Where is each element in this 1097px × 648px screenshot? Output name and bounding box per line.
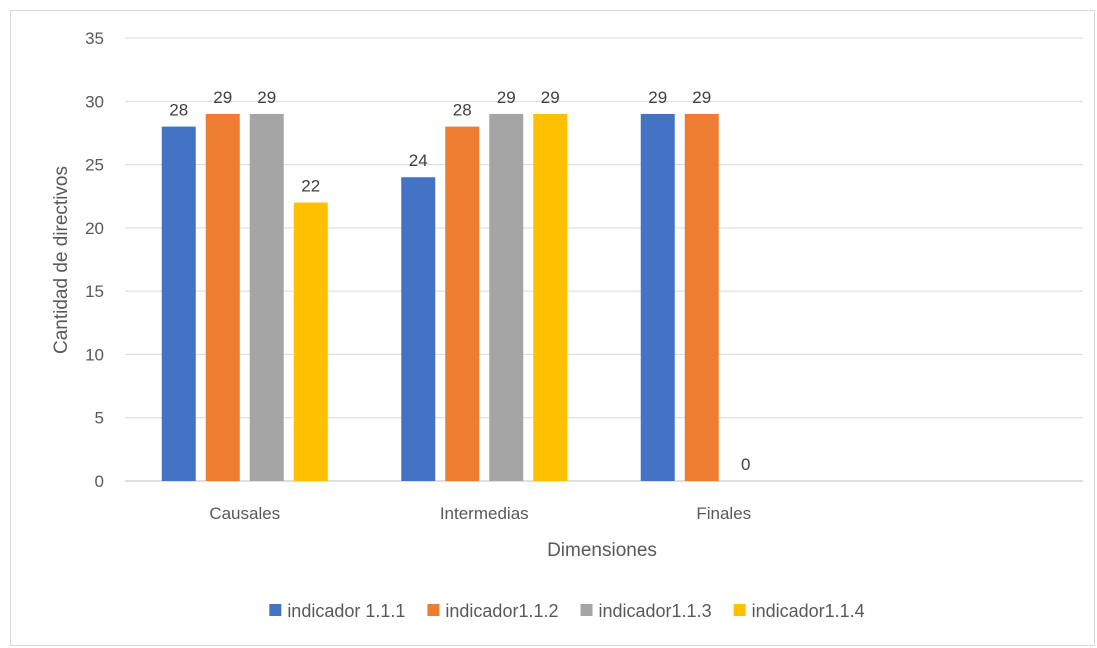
y-tick-label: 5	[95, 409, 104, 428]
y-tick-label: 25	[85, 156, 104, 175]
y-tick-label: 35	[85, 29, 104, 48]
x-axis-categories: Causales Intermedias Finales	[209, 504, 751, 523]
data-label: 28	[169, 101, 188, 120]
bar	[533, 113, 568, 481]
y-tick-label: 0	[95, 472, 104, 491]
data-label: 29	[257, 88, 276, 107]
legend: indicador 1.1.1 indicador1.1.2 indicador1.…	[269, 601, 865, 621]
x-category-label: Intermedias	[440, 504, 529, 523]
y-tick-label: 15	[85, 282, 104, 301]
bar	[445, 126, 480, 481]
bar	[401, 177, 436, 481]
legend-item: indicador 1.1.1	[269, 601, 405, 621]
gridlines	[125, 37, 1083, 482]
legend-label: indicador 1.1.1	[287, 601, 405, 621]
legend-swatch	[427, 604, 440, 616]
x-category-label: Finales	[696, 504, 751, 523]
y-tick-label: 30	[85, 92, 104, 111]
legend-swatch	[269, 604, 282, 616]
x-axis-title: Dimensiones	[547, 540, 657, 561]
data-label: 29	[541, 88, 560, 107]
legend-label: indicador1.1.3	[599, 601, 712, 621]
y-axis-title: Cantidad de directivos	[51, 166, 72, 354]
legend-swatch	[733, 604, 746, 616]
legend-item: indicador1.1.2	[427, 601, 559, 621]
y-tick-label: 20	[85, 219, 104, 238]
data-label: 0	[741, 455, 750, 474]
bar	[161, 126, 196, 481]
data-label: 29	[692, 88, 711, 107]
data-label: 29	[213, 88, 232, 107]
bar	[640, 113, 675, 481]
legend-swatch	[580, 604, 593, 616]
legend-item: indicador1.1.3	[580, 601, 712, 621]
data-label: 29	[648, 88, 667, 107]
bar	[249, 113, 284, 481]
data-label: 29	[497, 88, 516, 107]
bar	[205, 113, 240, 481]
bar	[684, 113, 719, 481]
y-tick-label: 10	[85, 345, 104, 364]
data-label: 28	[453, 101, 472, 120]
data-labels: 28 29 29 22 24 28 29 29 29 29 0	[169, 88, 750, 474]
legend-label: indicador1.1.2	[445, 601, 558, 621]
data-label: 24	[409, 151, 428, 170]
bar	[293, 202, 328, 482]
y-axis-ticks: 0 5 10 15 20 25 30 35	[85, 29, 104, 491]
bars	[161, 113, 719, 482]
x-category-label: Causales	[209, 504, 280, 523]
legend-label: indicador1.1.4	[752, 601, 865, 621]
data-label: 22	[301, 177, 320, 196]
legend-item: indicador1.1.4	[733, 601, 865, 621]
bar	[489, 113, 524, 481]
